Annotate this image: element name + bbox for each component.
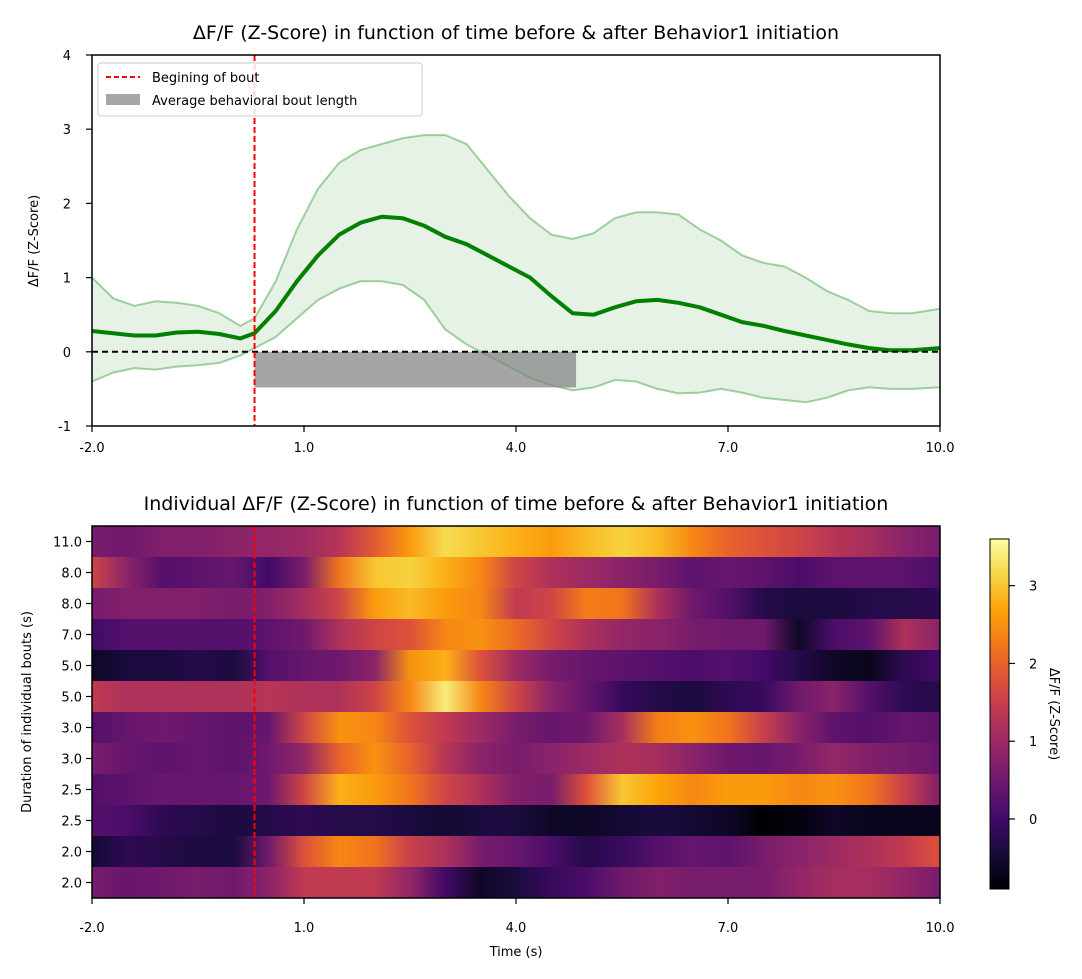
y-tick-label: 3 <box>63 123 71 138</box>
band-upper-line <box>91 134 941 327</box>
colorbar-tick-label: 3 <box>1029 580 1037 595</box>
heatmap-row-label: 2.5 <box>61 784 82 799</box>
heatmap-x-tick-label: 1.0 <box>294 921 315 936</box>
legend-box <box>97 62 423 117</box>
heatmap-row <box>92 867 940 899</box>
heatmap-row <box>92 743 940 775</box>
colorbar: 0 1 2 3 ΔF/F (Z-Score) <box>989 538 1061 890</box>
legend: Begining of bout Average behavioral bout… <box>97 62 423 117</box>
line-chart-title: ΔF/F (Z-Score) in function of time befor… <box>193 22 839 44</box>
heatmap-title: Individual ΔF/F (Z-Score) in function of… <box>144 493 889 515</box>
heatmap-row <box>92 557 940 589</box>
heatmap-row <box>92 650 940 682</box>
heatmap-x-tick-label: -2.0 <box>79 921 104 936</box>
heatmap-row-label: 2.0 <box>61 846 82 861</box>
heatmap-row-label: 8.0 <box>61 598 82 613</box>
heatmap-row <box>92 681 940 713</box>
colorbar-gradient <box>989 538 1010 890</box>
heatmap-row <box>92 588 940 620</box>
heatmap-row-label: 3.0 <box>61 753 82 768</box>
line-chart-ticks: -2.0 1.0 4.0 7.0 10.0 -1 0 1 2 3 4 <box>58 49 954 456</box>
y-tick-label: 0 <box>63 346 71 361</box>
colorbar-tick-label: 2 <box>1029 657 1037 672</box>
x-tick-label: 4.0 <box>506 441 527 456</box>
heatmap-row-label: 7.0 <box>61 629 82 644</box>
heatmap-row <box>92 774 940 806</box>
heatmap-ticks: -2.0 1.0 4.0 7.0 10.0 11.0 8.0 8.0 7.0 5.0 5.0 3.0 3… <box>53 536 954 937</box>
x-tick-label: 7.0 <box>718 441 739 456</box>
heatmap-row <box>92 619 940 651</box>
y-tick-label: 1 <box>63 272 71 287</box>
heatmap-x-tick-label: 10.0 <box>926 921 955 936</box>
heatmap-x-tick-label: 4.0 <box>506 921 527 936</box>
colorbar-ticks: 0 1 2 3 <box>1009 580 1037 828</box>
mean-signal-line <box>91 214 941 353</box>
y-tick-label: 4 <box>63 49 71 64</box>
colorbar-tick-label: 1 <box>1029 735 1037 750</box>
heatmap-row-label: 5.0 <box>61 660 82 675</box>
legend-label-bout-start: Begining of bout <box>152 71 259 86</box>
x-tick-label: -2.0 <box>79 441 104 456</box>
colorbar-tick-label: 0 <box>1029 813 1037 828</box>
heatmap-row-label: 2.5 <box>61 815 82 830</box>
x-tick-label: 1.0 <box>294 441 315 456</box>
heatmap-plot-area <box>91 525 941 899</box>
line-chart-y-label: ΔF/F (Z-Score) <box>27 195 42 287</box>
heatmap-y-label: Duration of individual bouts (s) <box>20 611 35 813</box>
y-tick-label: 2 <box>63 197 71 212</box>
heatmap-row-label: 8.0 <box>61 567 82 582</box>
line-chart-plot-area <box>91 54 941 427</box>
heatmap-row <box>92 526 940 558</box>
colorbar-label: ΔF/F (Z-Score) <box>1046 668 1061 760</box>
avg-bout-bar <box>254 351 577 388</box>
heatmap-row <box>92 805 940 837</box>
legend-label-avg-bout: Average behavioral bout length <box>152 94 357 109</box>
legend-marker-avg-bout <box>106 94 140 105</box>
heatmap-row-label: 3.0 <box>61 722 82 737</box>
heatmap-row <box>92 836 940 868</box>
y-tick-label: -1 <box>58 420 71 435</box>
heatmap-row-label: 5.0 <box>61 691 82 706</box>
heatmap-x-tick-label: 7.0 <box>718 921 739 936</box>
heatmap-row-label: 2.0 <box>61 877 82 892</box>
x-tick-label: 10.0 <box>926 441 955 456</box>
heatmap-row-label: 11.0 <box>53 536 82 551</box>
heatmap-x-label: Time (s) <box>489 945 543 960</box>
heatmap-row <box>92 712 940 744</box>
